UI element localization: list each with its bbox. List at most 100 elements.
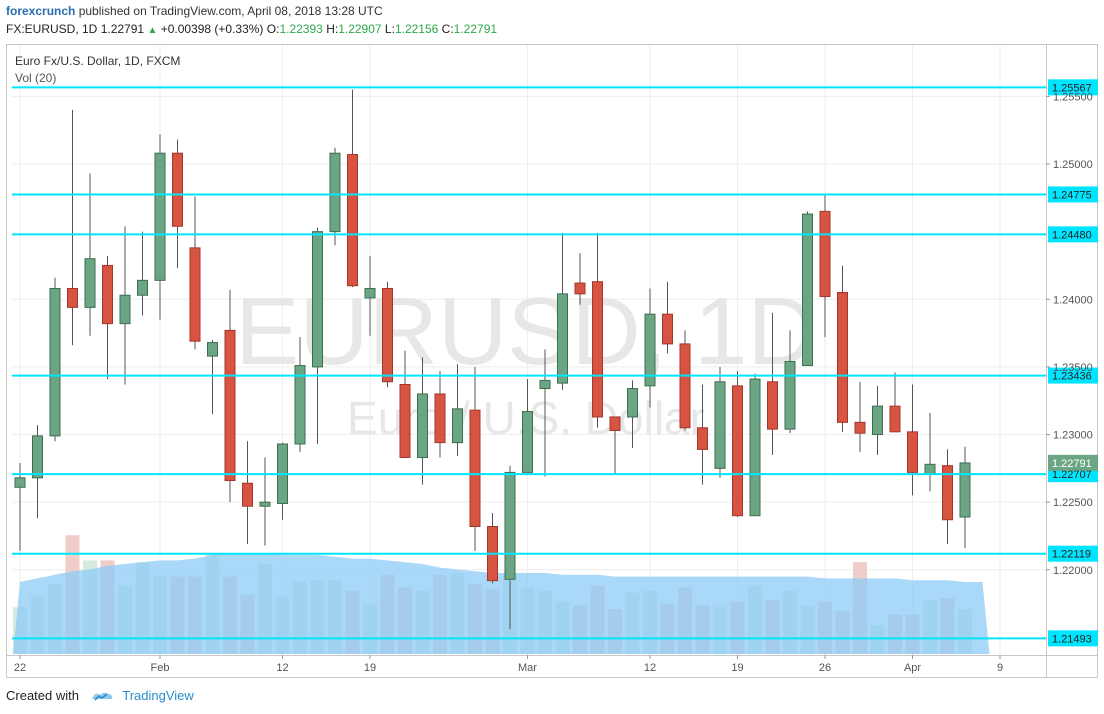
candle-down[interactable] — [67, 287, 78, 308]
level-price-tag — [1048, 79, 1098, 96]
close-value: 1.22791 — [453, 22, 498, 36]
y-tick-label: 1.25500 — [1053, 91, 1093, 103]
candle-down[interactable] — [679, 343, 691, 429]
candle-up[interactable] — [959, 462, 971, 518]
candle-up[interactable] — [294, 365, 306, 445]
created-with-text: Created with — [6, 688, 79, 703]
axis-layer: 1.25500 1.25000 1.24000 1.23500 1.23000 1.225… — [6, 44, 1098, 678]
candle-up[interactable] — [364, 287, 376, 299]
x-tick-label: 9 — [997, 662, 1003, 674]
level-price-label: 1.23436 — [1052, 371, 1092, 383]
up-arrow-icon: ▲ — [147, 25, 158, 36]
candle-down[interactable] — [172, 152, 183, 227]
candle-up[interactable] — [154, 152, 166, 281]
candle-down[interactable] — [732, 385, 743, 517]
low-value: 1.22156 — [394, 22, 439, 36]
candle-down[interactable] — [854, 421, 866, 434]
close-label: C: — [441, 22, 454, 36]
candle-up[interactable] — [312, 231, 323, 368]
candle-down[interactable] — [942, 465, 953, 521]
candle-down[interactable] — [469, 409, 481, 528]
candle-up[interactable] — [452, 408, 463, 444]
level-layer[interactable]: 1.25567 1.24775 1.24480 1.23436 1.22707 1.221… — [12, 79, 1098, 647]
candlestick-chart[interactable]: EURUSD, 1D Euro / U.S. Dollar 1.255671.2… — [6, 44, 1098, 678]
open-value: 1.22393 — [279, 22, 323, 36]
candle-down[interactable] — [662, 313, 673, 345]
level-price-tag — [1048, 630, 1098, 647]
candle-up[interactable] — [924, 463, 936, 475]
candle-up[interactable] — [802, 213, 813, 367]
candle-down[interactable] — [907, 431, 918, 473]
publisher-line: forexcrunch published on TradingView.com… — [6, 4, 383, 18]
volume-legend: Vol (20) — [15, 71, 56, 85]
x-tick-label: Feb — [151, 662, 170, 674]
candle-down[interactable] — [819, 210, 831, 298]
level-price-label: 1.24775 — [1052, 189, 1092, 201]
candle-layer[interactable] — [14, 89, 971, 630]
published-text: published on TradingView.com, April 08, … — [78, 4, 383, 18]
candle-up[interactable] — [119, 294, 131, 325]
candle-up[interactable] — [329, 152, 341, 233]
level-price-tag — [1048, 226, 1098, 243]
chart-frame[interactable]: EURUSD, 1D Euro / U.S. Dollar 1.255671.2… — [6, 44, 1098, 678]
tradingview-logo-icon — [91, 692, 112, 701]
symbol-timeframe: FX:EURUSD, 1D — [6, 22, 98, 36]
candle-up[interactable] — [417, 393, 428, 459]
candle-down[interactable] — [592, 281, 603, 418]
tradingview-link[interactable]: TradingView — [122, 688, 194, 703]
x-tick-label: 12 — [276, 662, 288, 674]
candle-up[interactable] — [504, 471, 516, 580]
candle-up[interactable] — [627, 388, 638, 418]
candle-down[interactable] — [609, 416, 621, 431]
candle-up[interactable] — [207, 342, 218, 357]
candle-up[interactable] — [749, 378, 761, 517]
candle-up[interactable] — [32, 435, 43, 479]
candle-down[interactable] — [242, 482, 253, 507]
x-tick-label: Apr — [904, 662, 921, 674]
candle-up[interactable] — [259, 501, 271, 507]
last-price: 1.22791 — [100, 22, 145, 36]
y-tick-label: 1.23000 — [1053, 430, 1093, 442]
y-tick-label: 1.23500 — [1053, 362, 1093, 374]
y-tick-label: 1.25000 — [1053, 159, 1093, 171]
level-price-label: 1.22707 — [1052, 469, 1092, 481]
candle-up[interactable] — [539, 379, 551, 390]
candle-up[interactable] — [137, 279, 148, 296]
candle-down[interactable] — [224, 329, 236, 482]
candle-down[interactable] — [382, 287, 393, 383]
candle-down[interactable] — [574, 282, 586, 295]
level-price-label: 1.24480 — [1052, 229, 1092, 241]
last-price-label: 1.22791 — [1052, 458, 1092, 470]
candle-up[interactable] — [49, 287, 61, 437]
x-tick-label: 22 — [14, 662, 26, 674]
candle-up[interactable] — [557, 293, 568, 384]
candle-down[interactable] — [102, 264, 113, 325]
candle-down[interactable] — [347, 154, 358, 287]
candle-up[interactable] — [872, 405, 883, 436]
candle-up[interactable] — [714, 381, 726, 469]
x-tick-label: 26 — [819, 662, 831, 674]
author-link[interactable]: forexcrunch — [6, 4, 76, 18]
candle-up[interactable] — [644, 313, 656, 387]
x-tick-label: 12 — [644, 662, 656, 674]
high-value: 1.22907 — [338, 22, 382, 36]
high-label: H: — [326, 22, 339, 36]
candle-down[interactable] — [837, 292, 848, 423]
level-price-tag — [1048, 367, 1098, 384]
candle-down[interactable] — [767, 381, 778, 430]
level-price-label: 1.25567 — [1052, 82, 1092, 94]
candle-down[interactable] — [189, 247, 201, 342]
level-price-tag — [1048, 545, 1098, 562]
quote-line: FX:EURUSD, 1D 1.22791 ▲ +0.00398 (+0.33%… — [6, 22, 497, 36]
candle-down[interactable] — [399, 383, 411, 459]
candle-up[interactable] — [84, 258, 96, 308]
candle-up[interactable] — [522, 411, 533, 473]
candle-down[interactable] — [434, 393, 446, 444]
low-label: L: — [384, 22, 395, 36]
candle-up[interactable] — [14, 477, 26, 488]
candle-up[interactable] — [784, 360, 796, 430]
candle-down[interactable] — [697, 427, 708, 450]
y-tick-label: 1.22000 — [1053, 565, 1093, 577]
chart-legend-title: Euro Fx/U.S. Dollar, 1D, FXCM — [15, 54, 180, 68]
candle-down[interactable] — [889, 405, 901, 433]
